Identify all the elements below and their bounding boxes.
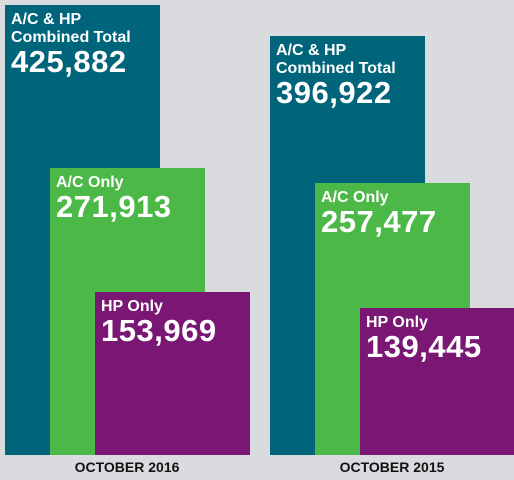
value-label: 396,922: [276, 74, 392, 110]
value-label: 153,969: [101, 313, 217, 349]
value-label: 271,913: [56, 188, 172, 224]
series-name: A/C & HP Combined Total: [276, 41, 396, 77]
category-label: OCTOBER 2016: [74, 459, 180, 475]
bar: HP Only 139,445: [360, 307, 514, 455]
category-label: OCTOBER 2015: [339, 459, 445, 475]
value-label: 425,882: [11, 44, 127, 79]
series-name: HP Only: [101, 298, 163, 316]
value-label: 139,445: [366, 328, 482, 364]
series-name: A/C Only: [56, 173, 124, 191]
series-name: A/C Only: [321, 188, 389, 206]
series-name: A/C & HP Combined Total: [11, 11, 131, 46]
value-label: 257,477: [321, 203, 437, 239]
bar: HP Only 153,969: [95, 292, 250, 455]
series-name: HP Only: [366, 313, 428, 331]
